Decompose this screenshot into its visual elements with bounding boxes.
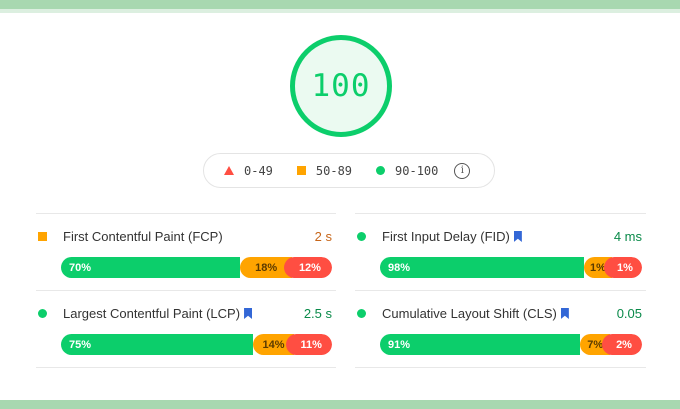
green-circle-icon [38,309,47,318]
divider [36,367,336,368]
metric-value: 2.5 s [303,306,332,321]
legend-label: 0-49 [244,163,273,178]
metric-name: Cumulative Layout Shift (CLS) [382,306,557,321]
good-segment: 70% [61,257,241,278]
orange-square-icon [296,166,306,175]
metric-header: First Input Delay (FID) 4 ms [355,229,646,244]
score-value: 100 [311,68,371,104]
top-divider [0,9,680,13]
metrics-right-column: First Input Delay (FID) 4 ms 98% 1% 1% Cu… [355,213,646,368]
metric-header: Cumulative Layout Shift (CLS) 0.05 [355,306,646,321]
average-segment: 18% [240,257,292,278]
legend-label: 90-100 [395,163,439,178]
bookmark-icon[interactable] [244,308,253,319]
poor-segment: 11% [286,334,332,355]
info-icon[interactable]: i [454,162,471,179]
bookmark-icon[interactable] [560,308,569,319]
distribution-bar: 75% 14% 11% [61,334,332,355]
legend-poor: 0-49 [224,164,273,178]
legend-good: 90-100 [376,164,438,178]
metric-name: Largest Contentful Paint (LCP) [63,306,241,321]
poor-segment: 2% [602,334,642,355]
metric-header: First Contentful Paint (FCP) 2 s [36,229,336,244]
poor-segment: 1% [604,257,642,278]
metric-fid: First Input Delay (FID) 4 ms 98% 1% 1% [355,213,646,290]
metric-fcp: First Contentful Paint (FCP) 2 s 70% 18% … [36,213,336,290]
green-circle-icon [357,232,366,241]
red-triangle-icon [224,166,234,175]
green-circle-icon [376,166,386,175]
bookmark-icon[interactable] [513,231,522,242]
good-segment: 98% [380,257,584,278]
metric-value: 2 s [314,229,332,244]
metric-header: Largest Contentful Paint (LCP) 2.5 s [36,306,336,321]
metric-name: First Input Delay (FID) [382,229,510,244]
good-segment: 91% [380,334,581,355]
metric-value: 0.05 [616,306,642,321]
average-segment: 14% [252,334,295,355]
distribution-bar: 98% 1% 1% [380,257,642,278]
green-circle-icon [357,309,366,318]
orange-square-icon [38,232,47,241]
score-legend: 0-49 50-89 90-100 i [203,153,495,188]
metric-value: 4 ms [613,229,642,244]
divider [355,367,646,368]
top-band [0,0,680,9]
poor-segment: 12% [283,257,332,278]
bottom-band [0,400,680,409]
legend-average: 50-89 [296,163,353,178]
legend-label: 50-89 [315,163,353,178]
performance-score-gauge: 100 [290,35,392,137]
distribution-bar: 70% 18% 12% [61,257,332,278]
metric-name: First Contentful Paint (FCP) [63,229,223,244]
metrics-left-column: First Contentful Paint (FCP) 2 s 70% 18% … [36,213,336,368]
metric-cls: Cumulative Layout Shift (CLS) 0.05 91% 7%… [355,290,646,367]
metric-lcp: Largest Contentful Paint (LCP) 2.5 s 75% … [36,290,336,367]
good-segment: 75% [61,334,253,355]
distribution-bar: 91% 7% 2% [380,334,642,355]
